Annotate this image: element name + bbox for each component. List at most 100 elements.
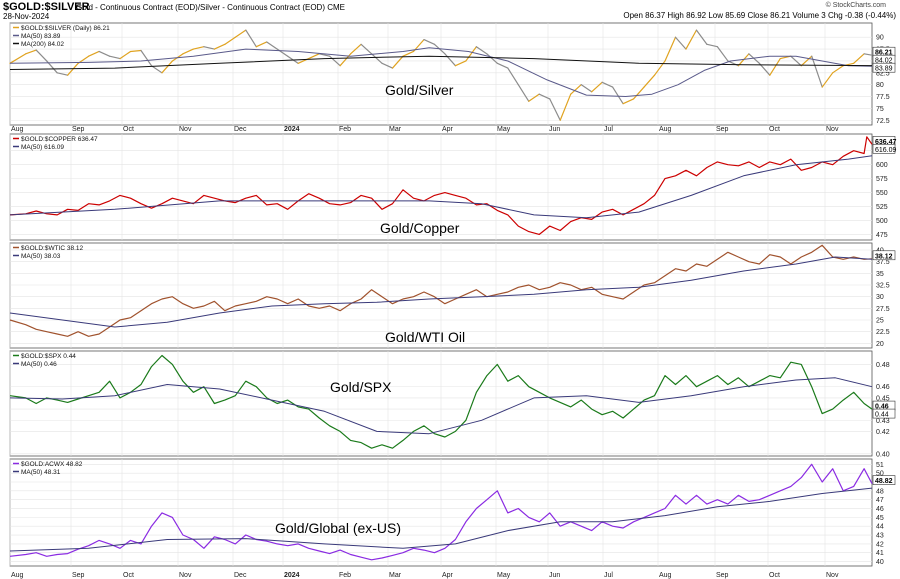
last-value-label: 83.89 — [875, 66, 893, 73]
y-tick-label: 75 — [876, 106, 884, 113]
series-segment — [863, 53, 873, 56]
y-tick-label: 90 — [876, 35, 884, 42]
x-axis-label: Oct — [769, 572, 780, 579]
y-tick-label: 0.46 — [876, 384, 890, 391]
x-axis-label: Oct — [123, 572, 134, 579]
series-line-0 — [9, 463, 873, 561]
series-segment — [318, 53, 331, 57]
series-segment — [685, 29, 698, 50]
y-tick-label: 32.5 — [876, 283, 890, 290]
series-segment — [496, 62, 509, 69]
series-segment — [255, 41, 268, 48]
chart-symbol: $GOLD:$SILVER — [3, 1, 90, 13]
y-tick-label: 25 — [876, 318, 884, 325]
x-axis-label: Mar — [389, 572, 402, 579]
x-axis-label: Aug — [659, 126, 672, 133]
y-tick-label: 525 — [876, 204, 888, 211]
panel-label: Gold/WTI Oil — [385, 329, 465, 345]
x-axis-label: Jun — [549, 572, 560, 579]
series-line-0 — [9, 136, 873, 235]
panel-label: Gold/SPX — [330, 379, 392, 395]
series-segment — [674, 36, 687, 50]
y-tick-label: 37.5 — [876, 259, 890, 266]
series-segment — [370, 53, 383, 64]
y-tick-label: 50 — [876, 471, 884, 478]
series-segment — [119, 50, 132, 60]
series-segment — [591, 81, 603, 93]
y-tick-label: 0.45 — [876, 395, 890, 402]
series-segment — [507, 67, 519, 86]
x-axis-label: Nov — [826, 126, 839, 133]
panel-4: 404142434445464748495051$GOLD:ACWX 48.82… — [9, 458, 896, 567]
panel-label: Gold/Copper — [380, 220, 460, 236]
x-axis-label: Nov — [179, 126, 192, 133]
series-segment — [98, 50, 111, 57]
series-segment — [308, 53, 320, 60]
series-line-1 — [9, 487, 873, 552]
legend-entry: $GOLD:$COPPER 636.47 — [21, 136, 98, 143]
stockcharts-brand: © StockCharts.com — [825, 2, 886, 9]
y-tick-label: 0.40 — [876, 451, 890, 458]
last-value-label: 0.44 — [875, 412, 889, 419]
last-value-box — [872, 475, 896, 485]
series-segment — [853, 53, 865, 64]
panel-3: 0.40 0.42 0.430.44 0.45 0.46 0.48 $GOLD:$SPX 0… — [9, 350, 896, 458]
series-segment — [517, 84, 530, 102]
series-segment — [528, 93, 540, 102]
series-segment — [769, 57, 781, 76]
series-segment — [475, 46, 488, 55]
legend-entry: $GOLD:$SPX 0.44 — [21, 353, 76, 360]
panel-1: 475500525550575600625$GOLD:$COPPER 636.4… — [9, 133, 897, 241]
y-tick-label: 0.43 — [876, 418, 890, 425]
x-axis-label: Jun — [549, 126, 560, 133]
series-segment — [381, 62, 394, 69]
x-axis-label: Apr — [442, 572, 454, 579]
x-axis-label: Aug — [659, 572, 672, 579]
x-axis-label: Dec — [234, 572, 247, 579]
series-segment — [454, 60, 467, 67]
x-axis-label: May — [497, 126, 511, 133]
y-tick-label: 48 — [876, 488, 884, 495]
series-segment — [88, 50, 100, 57]
legend-entry: MA(50) 0.46 — [21, 361, 57, 368]
x-axis-label: Sep — [72, 572, 85, 579]
series-segment — [402, 50, 415, 57]
series-segment — [266, 41, 278, 50]
legend-entry: MA(50) 83.89 — [21, 33, 61, 40]
series-line-0 — [9, 354, 873, 449]
last-value-label: 38.12 — [875, 253, 893, 260]
legend-entry: $GOLD:$WTIC 38.12 — [21, 245, 84, 252]
y-tick-label: 72.5 — [876, 118, 890, 125]
series-segment — [108, 55, 121, 60]
series-segment — [811, 55, 823, 88]
x-axis-label: Mar — [389, 126, 402, 133]
series-segment — [549, 98, 561, 121]
series-line-2 — [9, 55, 873, 70]
y-tick-label: 35 — [876, 271, 884, 278]
series-segment — [601, 81, 614, 88]
x-axis-label: May — [497, 572, 511, 579]
series-segment — [800, 55, 813, 67]
series-line-0 — [9, 244, 873, 337]
x-axis-label: Apr — [442, 126, 454, 133]
series-segment — [706, 43, 719, 48]
y-tick-label: 47 — [876, 497, 884, 504]
series-segment — [161, 60, 174, 74]
last-value-box — [872, 144, 896, 154]
chart-date: 28-Nov-2024 — [3, 12, 50, 21]
y-tick-label: 80 — [876, 82, 884, 89]
legend-entry: $GOLD:$SILVER (Daily) 86.21 — [21, 25, 110, 32]
series-segment — [580, 84, 593, 93]
series-segment — [140, 49, 153, 67]
series-segment — [821, 72, 834, 88]
series-segment — [832, 65, 844, 74]
last-value-box — [872, 62, 896, 73]
series-line-1 — [9, 377, 873, 435]
series-segment — [9, 53, 27, 64]
x-axis-label: Jul — [604, 126, 613, 133]
legend-entry: MA(50) 38.03 — [21, 253, 61, 260]
last-value-label: 616.09 — [875, 147, 897, 154]
last-value-label: 84.02 — [875, 58, 893, 65]
